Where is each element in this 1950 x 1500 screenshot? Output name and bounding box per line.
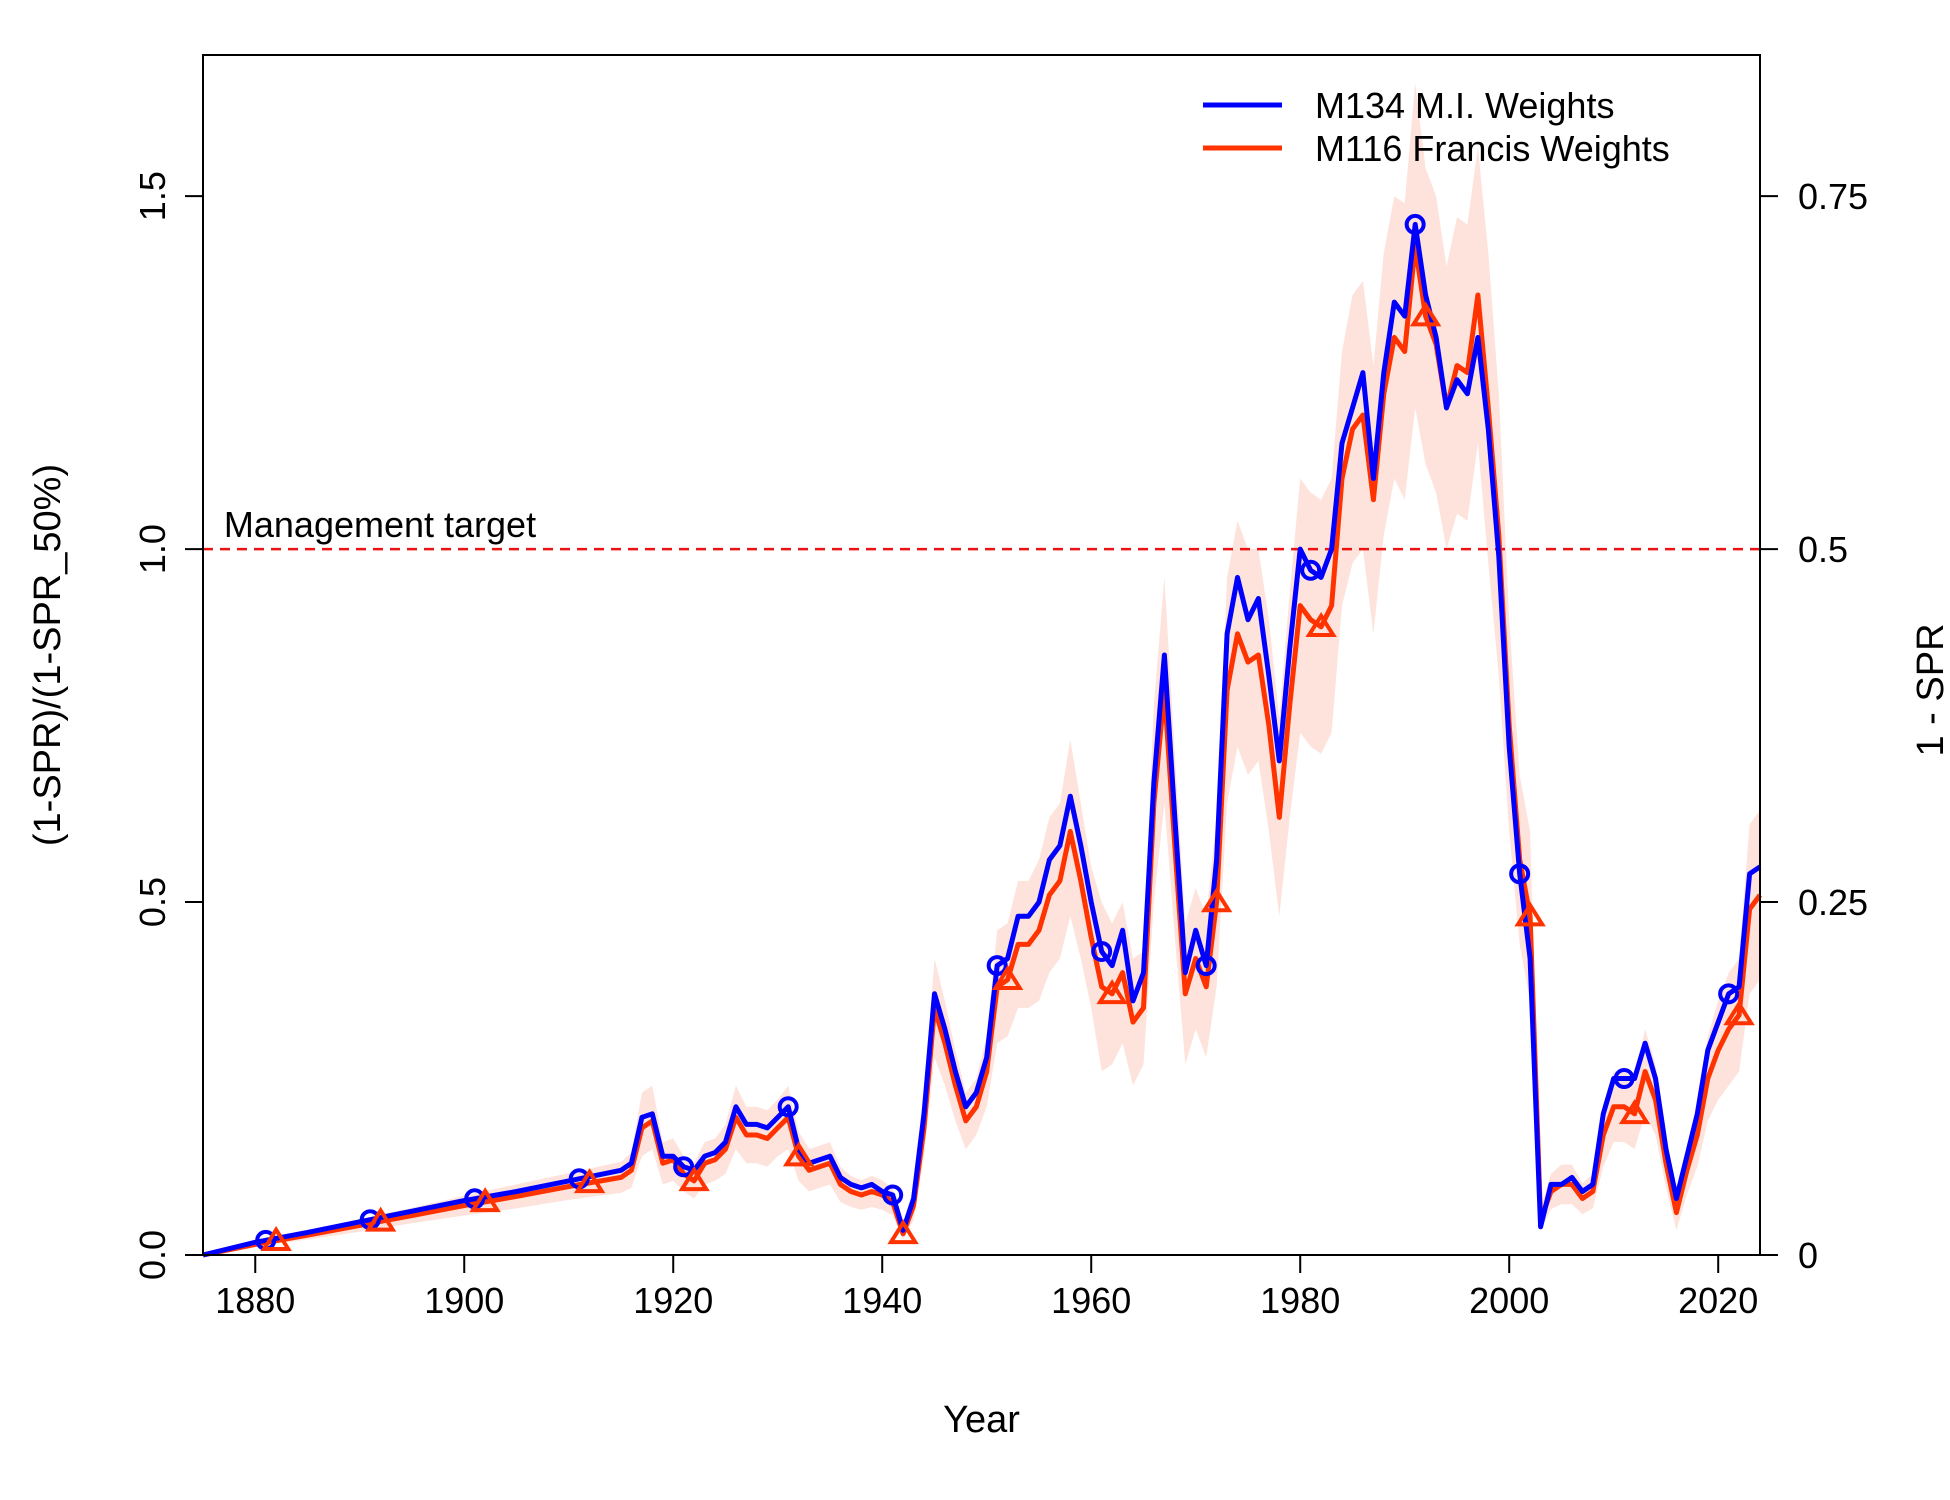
series-point-m116-1902 [469,1187,501,1213]
y-tick-label-0.0: 0.0 [132,1230,173,1280]
y-axis-title-right: 1 - SPR [1910,623,1950,756]
series-markers-layer [255,213,1755,1251]
plot-frame [202,54,1761,1256]
series-point-m116-2012 [1618,1099,1651,1125]
series-point-m116-1892 [364,1206,397,1232]
y-right-tick-label-0: 0 [1798,1235,1818,1276]
series-lines-layer [202,221,1763,1258]
series-point-m116-1932 [782,1141,815,1167]
y-right-tick-label-0.75: 0.75 [1798,176,1868,217]
series-point-m116-1992 [1409,301,1442,327]
management-target-label: Management target [224,504,536,545]
y-axis-left: 0.0 0.5 1.0 1.5 [132,171,203,1280]
series-point-m134-1921 [673,1156,695,1178]
y-axis-right: 0 0.25 0.5 0.75 [1760,176,1868,1276]
series-point-m116-2022 [1723,1000,1755,1026]
series-point-m134-2021 [1718,983,1740,1005]
series-point-m134-1971 [1195,955,1217,977]
legend-label-m134: M134 M.I. Weights [1315,85,1614,126]
legend-label-m116: M116 Francis Weights [1315,128,1670,169]
series-point-m116-2002 [1514,901,1546,927]
series-point-m134-1951 [986,955,1008,977]
x-tick-label-1980: 1980 [1260,1280,1340,1321]
x-tick-label-1900: 1900 [424,1280,504,1321]
x-tick-label-1960: 1960 [1051,1280,1131,1321]
series-point-m116-1982 [1305,612,1337,638]
series-point-m134-1961 [1091,940,1113,962]
series-point-m134-1941 [882,1184,904,1206]
y-right-tick-label-0.25: 0.25 [1798,882,1868,923]
confidence-band [203,83,1760,1256]
x-axis-title: Year [943,1399,1020,1441]
series-point-m116-1962 [1096,979,1128,1005]
series-point-m116-1922 [678,1166,710,1192]
legend: M134 M.I. Weights M116 Francis Weights [1203,85,1670,169]
x-tick-label-1920: 1920 [633,1280,713,1321]
series-point-m116-1972 [1200,887,1233,913]
series-point-m116-1912 [573,1168,606,1194]
series-point-m134-1931 [777,1096,799,1118]
series-line-m134 [202,221,1762,1258]
series-point-m116-1882 [260,1225,292,1251]
series-point-m116-1942 [887,1219,919,1245]
y-right-tick-label-0.5: 0.5 [1798,529,1848,570]
y-tick-label-1.0: 1.0 [132,524,173,574]
y-tick-label-0.5: 0.5 [132,877,173,927]
y-axis-title-left: (1-SPR)/(1-SPR_50%) [27,464,69,846]
x-tick-label-2000: 2000 [1469,1280,1549,1321]
series-point-m134-1991 [1404,213,1426,235]
series-point-m134-2011 [1613,1068,1635,1090]
y-tick-label-1.5: 1.5 [132,171,173,221]
series-point-m116-1952 [991,964,1024,990]
x-tick-label-2020: 2020 [1678,1280,1758,1321]
series-point-m134-2001 [1509,863,1531,885]
x-tick-label-1940: 1940 [842,1280,922,1321]
x-tick-label-1880: 1880 [215,1280,295,1321]
x-axis: 1880 1900 1920 1940 1960 1980 2000 2020 [215,1255,1758,1321]
series-point-m134-1981 [1300,559,1322,581]
confidence-band-layer [203,83,1760,1256]
